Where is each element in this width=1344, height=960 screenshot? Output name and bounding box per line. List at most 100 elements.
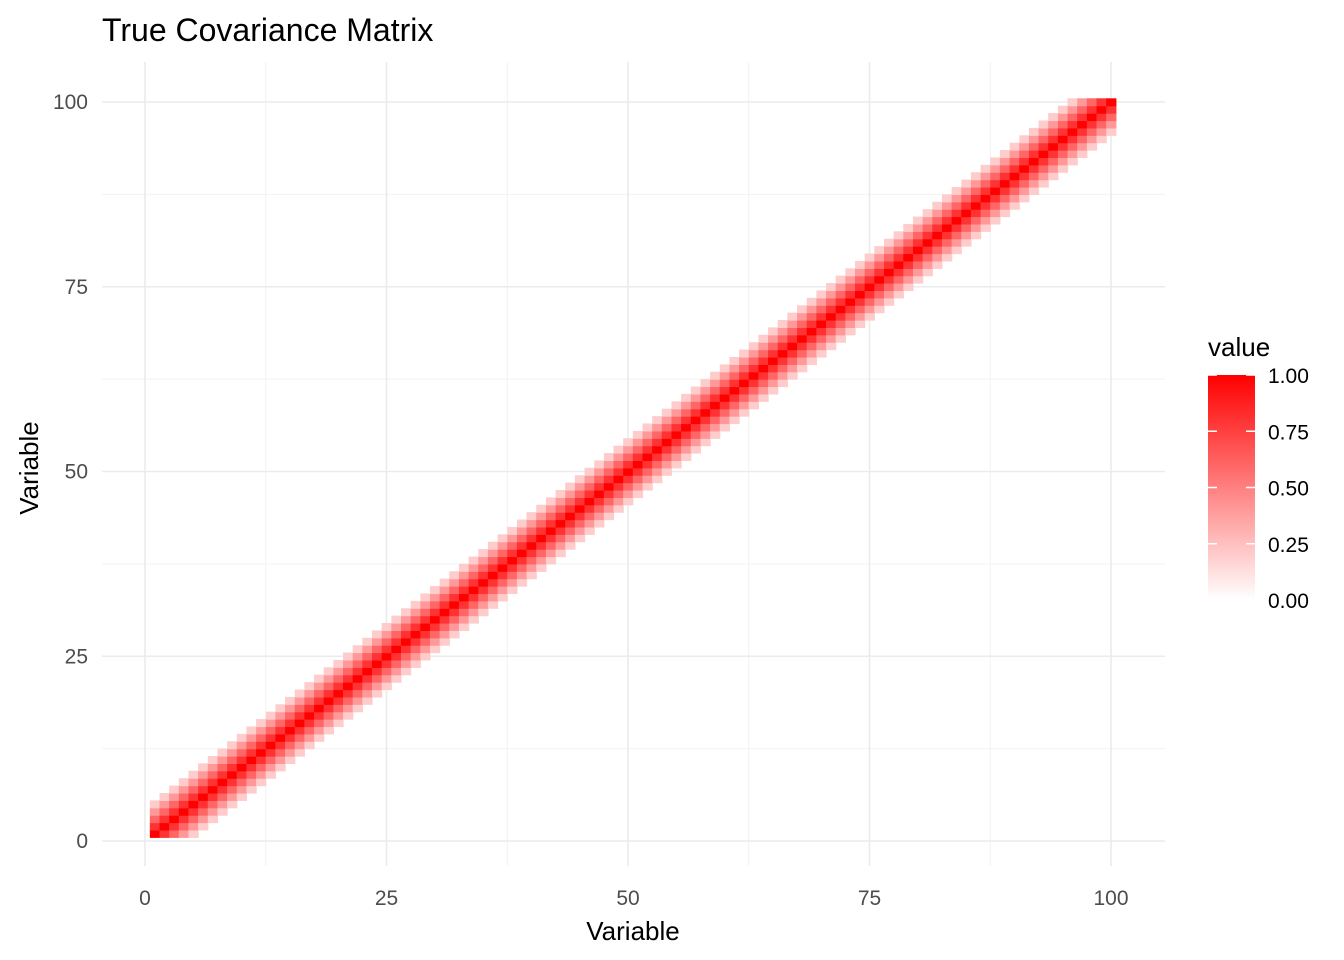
heatmap-cell [874,290,885,299]
heatmap-cell [787,312,798,321]
heatmap-cell [719,393,731,402]
heatmap-cell [922,209,933,218]
heatmap-cell [507,534,518,543]
heatmap-cell [729,364,740,373]
heatmap-cell [352,667,363,676]
heatmap-cell [787,342,798,351]
heatmap-cell [922,246,933,255]
heatmap-cell [1038,157,1049,166]
heatmap-cell [845,312,856,321]
heatmap-cell [507,571,518,580]
heatmap-cell [285,733,296,742]
heatmap-cell [961,194,972,203]
heatmap-cell [352,645,363,654]
heatmap-cell [304,719,315,728]
heatmap-cell [198,778,209,787]
heatmap-cell [951,216,962,225]
heatmap-cell [372,659,383,668]
heatmap-cell [574,512,586,521]
heatmap-cell [159,800,170,809]
heatmap-cell [217,785,228,794]
heatmap-cell [362,689,373,698]
heatmap-cell [468,586,479,595]
heatmap-cell [932,201,943,210]
heatmap-cell [710,401,721,410]
y-axis-ticks: 0 25 50 75 100 [53,91,88,853]
heatmap-cell [381,682,392,691]
heatmap-cell [1067,157,1078,166]
heatmap-cell [1038,142,1049,151]
heatmap-cell [246,741,257,750]
heatmap-cell [545,541,557,550]
heatmap-cell [797,334,808,343]
heatmap-cell [536,504,547,513]
heatmap-cell [970,179,982,188]
heatmap-cell [758,379,769,388]
heatmap-cell [198,807,209,816]
heatmap-cell [410,615,421,624]
heatmap-cell [439,586,450,595]
heatmap-cell [1048,120,1059,129]
heatmap-cell [391,622,402,631]
heatmap-cell [391,667,402,676]
y-tick-label: 100 [53,91,88,114]
heatmap-cell [458,586,470,595]
heatmap-cell [768,379,779,388]
heatmap-cell [362,674,373,683]
heatmap-cell [758,349,769,358]
heatmap-cell [951,231,962,240]
heatmap-cell [265,770,277,779]
heatmap-cell [652,438,663,447]
heatmap-cell [565,526,576,535]
heatmap-cell [420,615,431,624]
heatmap-cell [314,696,325,705]
heatmap-cell [922,238,933,247]
heatmap-cell [951,186,962,195]
heatmap-cell [420,600,431,609]
heatmap-cell [623,438,634,447]
heatmap-cell [516,578,528,587]
heatmap-cell [719,423,731,432]
heatmap-cell [362,659,373,668]
heatmap-cell [864,260,875,269]
heatmap-cell [603,489,615,498]
heatmap-cell [613,460,624,469]
heatmap-cell [980,216,991,225]
heatmap-cell [536,556,547,565]
heatmap-cell [1028,135,1040,144]
heatmap-cell [864,283,875,292]
heatmap-cell [362,696,373,705]
heatmap-cell [420,652,431,661]
heatmap-cell [739,371,750,380]
heatmap-cell [343,659,354,668]
heatmap-cell [458,578,470,587]
heatmap-cell [1077,127,1088,136]
heatmap-cell [990,209,1001,218]
heatmap-cell [632,475,644,484]
heatmap-cell [507,586,518,595]
heatmap-cell [256,763,267,772]
heatmap-cell [613,482,624,491]
heatmap-cell [758,386,769,395]
heatmap-cell [1048,135,1059,144]
heatmap-cell [835,334,846,343]
heatmap-cell [439,622,450,631]
heatmap-cell [729,401,740,410]
heatmap-cell [941,194,953,203]
heatmap-cell [671,453,682,462]
heatmap-cell [690,423,702,432]
heatmap-cell [1067,150,1078,159]
heatmap-cell [845,297,856,306]
heatmap-cell [458,593,470,602]
heatmap-cell [497,593,508,602]
heatmap-cell [1096,120,1107,129]
heatmap-cell [449,600,460,609]
heatmap-cell [227,741,238,750]
heatmap-cell [603,460,615,469]
heatmap-cell [1106,98,1117,107]
heatmap-cell [159,792,170,801]
heatmap-cell [739,386,750,395]
heatmap-cell [797,342,808,351]
heatmap-cell [333,682,344,691]
heatmap-cell [661,416,673,425]
